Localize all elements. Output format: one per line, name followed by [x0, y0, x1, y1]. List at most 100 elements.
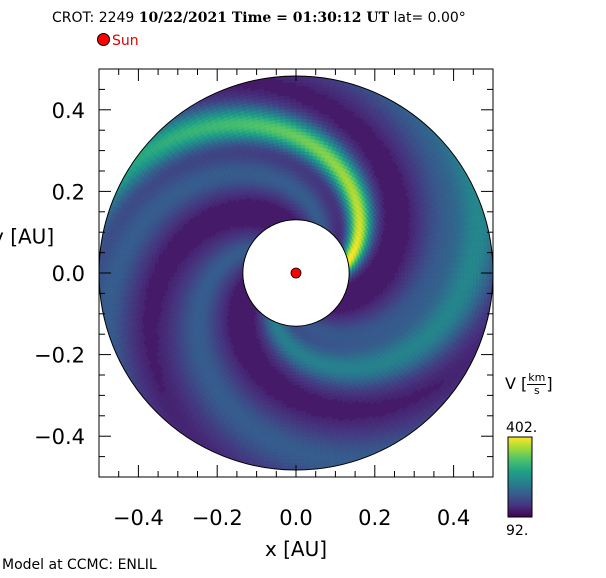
velocity-cell — [183, 264, 188, 270]
velocity-cell — [304, 187, 309, 192]
velocity-cell — [292, 190, 297, 194]
velocity-cell — [284, 430, 291, 435]
velocity-cell — [299, 371, 304, 376]
velocity-cell — [180, 268, 185, 274]
velocity-cell — [416, 281, 422, 287]
velocity-cell — [295, 154, 301, 158]
velocity-cell — [301, 183, 306, 188]
velocity-cell — [291, 213, 295, 217]
velocity-cell — [303, 164, 308, 169]
velocity-cell — [295, 420, 302, 425]
velocity-cell — [459, 261, 464, 268]
velocity-cell — [147, 267, 152, 274]
velocity-cell — [295, 128, 302, 132]
velocity-cell — [292, 186, 297, 191]
velocity-cell — [203, 269, 208, 274]
velocity-cell — [183, 276, 188, 282]
velocity-cell — [303, 154, 309, 159]
velocity-cell — [291, 147, 297, 152]
velocity-cell — [291, 164, 297, 168]
velocity-cell — [289, 177, 293, 182]
velocity-cell — [285, 124, 292, 129]
velocity-cell — [188, 253, 193, 259]
velocity-cell — [423, 281, 428, 287]
velocity-cell — [298, 196, 302, 201]
velocity-cell — [307, 105, 314, 110]
velocity-cell — [213, 264, 218, 268]
velocity-cell — [312, 389, 318, 394]
velocity-cell — [285, 121, 292, 126]
velocity-cell — [190, 279, 195, 285]
velocity-cell — [295, 147, 301, 152]
velocity-cell — [219, 264, 224, 269]
velocity-cell — [426, 258, 431, 265]
velocity-cell — [293, 329, 297, 333]
velocity-cell — [286, 144, 292, 149]
velocity-cell — [300, 147, 305, 152]
velocity-cell — [206, 263, 211, 268]
velocity-cell — [414, 276, 418, 282]
velocity-cell — [292, 374, 297, 379]
velocity-cell — [289, 180, 294, 185]
velocity-cell — [293, 345, 297, 350]
velocity-cell — [284, 115, 291, 120]
velocity-cell — [420, 268, 425, 274]
velocity-cell — [128, 272, 132, 280]
velocity-cell — [295, 335, 299, 340]
velocity-cell — [295, 108, 302, 113]
velocity-cell — [293, 193, 297, 198]
velocity-cell — [301, 190, 305, 195]
velocity-cell — [287, 147, 292, 152]
velocity-cell — [420, 272, 425, 278]
velocity-cell — [288, 164, 293, 168]
velocity-cell — [196, 276, 201, 281]
velocity-cell — [291, 381, 297, 386]
velocity-cell — [285, 177, 290, 182]
velocity-cell — [293, 199, 297, 204]
velocity-cell — [295, 177, 300, 181]
velocity-cell — [295, 417, 302, 422]
velocity-cell — [456, 272, 461, 279]
velocity-cell — [424, 272, 428, 278]
velocity-cell — [216, 272, 221, 276]
velocity-cell — [295, 433, 302, 438]
velocity-cell — [287, 351, 291, 356]
velocity-cell — [423, 263, 428, 269]
velocity-cell — [420, 263, 425, 269]
velocity-cell — [298, 351, 302, 356]
velocity-cell — [301, 111, 308, 116]
velocity-cell — [302, 371, 307, 376]
velocity-cell — [443, 267, 448, 274]
velocity-cell — [284, 167, 290, 172]
velocity-cell — [128, 278, 133, 285]
velocity-cell — [282, 144, 288, 149]
velocity-cell — [278, 370, 283, 375]
velocity-cell — [203, 275, 208, 280]
velocity-cell — [433, 272, 438, 279]
velocity-cell — [213, 275, 218, 279]
velocity-cell — [420, 259, 425, 265]
velocity-cell — [281, 138, 288, 143]
velocity-cell — [141, 267, 146, 274]
velocity-cell — [289, 358, 294, 363]
velocity-cell — [401, 276, 405, 281]
velocity-cell — [295, 423, 302, 428]
velocity-cell — [206, 272, 211, 277]
velocity-cell — [286, 183, 291, 188]
velocity-cell — [288, 167, 293, 172]
velocity-cell — [410, 264, 415, 270]
velocity-cell — [352, 274, 356, 278]
velocity-cell — [236, 270, 240, 274]
velocity-cell — [303, 384, 309, 389]
velocity-cell — [187, 265, 191, 270]
velocity-cell — [298, 200, 302, 204]
velocity-cell — [290, 128, 297, 132]
velocity-cell — [430, 263, 435, 269]
velocity-cell — [401, 268, 405, 274]
velocity-cell — [443, 262, 448, 269]
velocity-cell — [295, 371, 300, 376]
velocity-cell — [420, 277, 425, 283]
velocity-cell — [290, 414, 297, 418]
velocity-cell — [304, 151, 309, 156]
velocity-cell — [290, 423, 297, 428]
